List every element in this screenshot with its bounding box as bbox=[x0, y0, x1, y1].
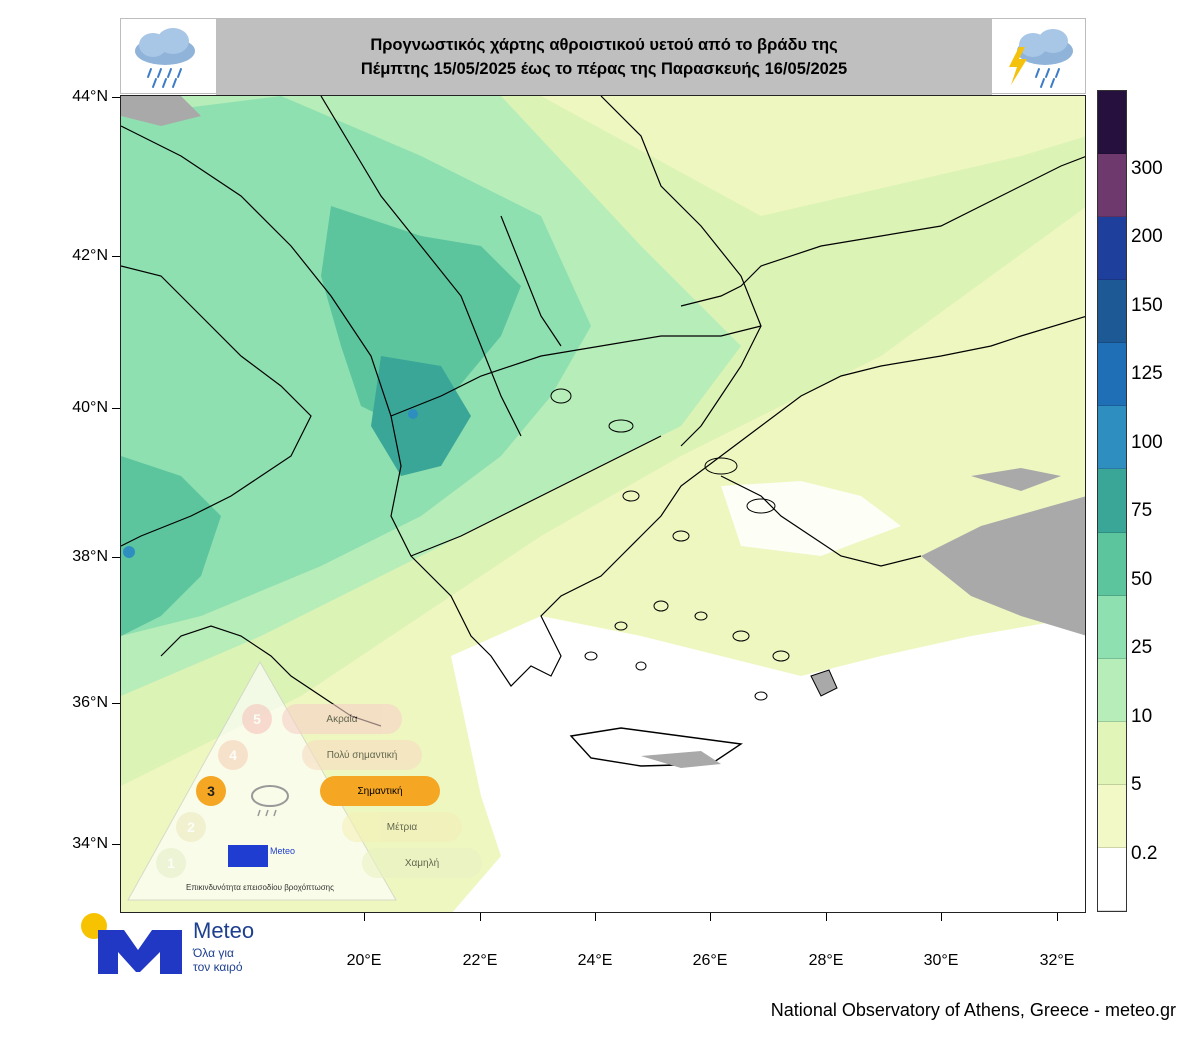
warning-level-scale: Επικινδυνότητα επεισοδίου βροχόπτωσης Ακ… bbox=[120, 660, 500, 910]
warning-pill-5: Ακραία bbox=[282, 704, 402, 734]
logo-name: Meteo bbox=[193, 918, 255, 943]
colorbar-label: 25 bbox=[1131, 637, 1153, 658]
warning-num-3: 3 bbox=[196, 776, 226, 806]
lon-label-24: 24°E bbox=[577, 952, 613, 969]
rain-cloud-icon bbox=[135, 28, 195, 88]
lat-tick bbox=[112, 408, 120, 409]
lon-label-30: 30°E bbox=[923, 952, 959, 969]
warning-num-1: 1 bbox=[156, 848, 186, 878]
warning-caption: Επικινδυνότητα επεισοδίου βροχόπτωσης bbox=[186, 883, 334, 892]
colorbar-segment bbox=[1098, 847, 1126, 911]
warning-pill-3: Σημαντική bbox=[320, 776, 440, 806]
lon-tick bbox=[364, 913, 365, 921]
lon-label-26: 26°E bbox=[692, 952, 728, 969]
lon-label-28: 28°E bbox=[808, 952, 844, 969]
lat-tick bbox=[112, 97, 120, 98]
colorbar-segment bbox=[1098, 91, 1126, 155]
logo-slogan: Όλα για τον καιρό bbox=[193, 946, 243, 974]
colorbar-label: 5 bbox=[1131, 774, 1142, 795]
title-text-area: Προγνωστικός χάρτης αθροιστικού υετού απ… bbox=[216, 19, 992, 95]
precipitation-map bbox=[120, 95, 1086, 913]
colorbar-segment bbox=[1098, 721, 1126, 785]
thunderstorm-cloud-icon bbox=[1009, 29, 1073, 88]
meteo-mini-brand: Meteo bbox=[270, 846, 296, 856]
lon-label-32: 32°E bbox=[1039, 952, 1075, 969]
lon-tick bbox=[710, 913, 711, 921]
map-title-line-2: Πέμπτης 15/05/2025 έως το πέρας της Παρα… bbox=[360, 60, 848, 78]
colorbar-segment bbox=[1098, 469, 1126, 533]
colorbar-segment bbox=[1098, 343, 1126, 407]
lon-label-22: 22°E bbox=[462, 952, 498, 969]
colorbar-label: 100 bbox=[1131, 432, 1163, 453]
credit-text: National Observatory of Athens, Greece -… bbox=[770, 1000, 1176, 1020]
colorbar-label: 200 bbox=[1131, 226, 1163, 247]
map-title-line-1: Προγνωστικός χάρτης αθροιστικού υετού απ… bbox=[370, 36, 838, 54]
map-canvas bbox=[121, 96, 1085, 912]
colorbar-segment bbox=[1098, 406, 1126, 470]
warning-pill-1: Χαμηλή bbox=[362, 848, 482, 878]
colorbar-label: 0.2 bbox=[1131, 843, 1158, 864]
lat-tick bbox=[112, 844, 120, 845]
meteo-mini-logo bbox=[228, 845, 268, 867]
colorbar-segment bbox=[1098, 154, 1126, 218]
lat-label-40: 40°N bbox=[72, 399, 108, 416]
warning-num-2: 2 bbox=[176, 812, 206, 842]
warning-pill-4: Πολύ σημαντική bbox=[302, 740, 422, 770]
rain-cloud-icon bbox=[251, 785, 289, 817]
warning-num-4: 4 bbox=[218, 740, 248, 770]
colorbar-segment bbox=[1098, 595, 1126, 659]
precipitation-colorbar bbox=[1097, 90, 1127, 912]
title-banner: Προγνωστικός χάρτης αθροιστικού υετού απ… bbox=[120, 18, 1086, 95]
lon-tick bbox=[1057, 913, 1058, 921]
colorbar-label: 300 bbox=[1131, 158, 1163, 179]
lat-label-34: 34°N bbox=[72, 835, 108, 852]
colorbar-label: 150 bbox=[1131, 295, 1163, 316]
lat-tick bbox=[112, 256, 120, 257]
lat-label-44: 44°N bbox=[72, 88, 108, 105]
lon-tick bbox=[826, 913, 827, 921]
colorbar-label: 125 bbox=[1131, 363, 1163, 384]
colorbar-segment bbox=[1098, 280, 1126, 344]
meteo-logo-mark bbox=[81, 913, 182, 974]
warning-pill-2: Μέτρια bbox=[342, 812, 462, 842]
lon-tick bbox=[941, 913, 942, 921]
colorbar-segment bbox=[1098, 217, 1126, 281]
colorbar-segment bbox=[1098, 658, 1126, 722]
lat-label-42: 42°N bbox=[72, 247, 108, 264]
lon-tick bbox=[480, 913, 481, 921]
lat-tick bbox=[112, 703, 120, 704]
meteo-logo: Meteo Όλα για τον καιρό bbox=[80, 910, 280, 985]
colorbar-segment bbox=[1098, 784, 1126, 848]
colorbar-label: 75 bbox=[1131, 500, 1153, 521]
lat-tick bbox=[112, 557, 120, 558]
colorbar-label: 50 bbox=[1131, 569, 1153, 590]
lon-label-20: 20°E bbox=[346, 952, 382, 969]
warning-num-5: 5 bbox=[242, 704, 272, 734]
colorbar-segment bbox=[1098, 532, 1126, 596]
lat-label-38: 38°N bbox=[72, 548, 108, 565]
lon-tick bbox=[595, 913, 596, 921]
lat-label-36: 36°N bbox=[72, 694, 108, 711]
colorbar-label: 10 bbox=[1131, 706, 1153, 727]
